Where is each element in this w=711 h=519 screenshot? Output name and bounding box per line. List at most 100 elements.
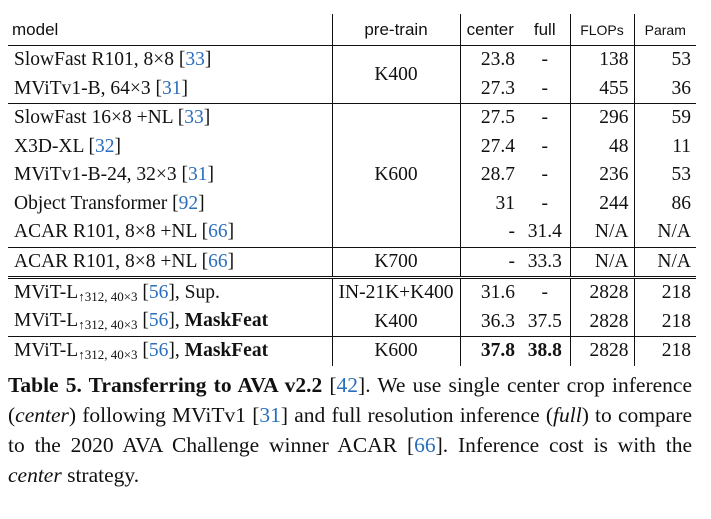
param-cell: 36 [633,74,696,104]
text-segment: 66 [208,250,228,272]
text-segment: [ [137,339,149,361]
text-segment: 31 [161,77,182,99]
text-segment: center [15,402,69,427]
pretrain-cell: IN-21K+K400 [331,276,460,308]
table-row: MViT-L↑312, 40×3 [56], MaskFeat K600 37.8 3… [8,336,696,366]
text-segment: ], [168,310,185,332]
text-segment: ] and full resolution inference ( [280,402,554,427]
full-cell: 37.5 [527,310,562,332]
table-row: MViTv1-B, 64×3 [31] 27.3-455 36 [8,74,696,104]
center-cell: 27.5 [459,103,520,133]
table-row: MViT-L↑312, 40×3 [56], MaskFeat K400 36.3 3… [8,307,696,337]
text-segment: MViTv1-B, 64×3 [ [14,77,162,99]
full-cell: 33.3 [520,246,570,278]
center-cell: 27.3 [459,74,520,104]
text-segment: center [8,462,62,487]
full-cell: - [541,77,549,99]
text-segment: ] [227,250,235,272]
text-segment: 33 [184,107,204,129]
param-cell: 86 [633,189,696,218]
text-segment: ) following MViTv1 [ [68,402,260,427]
column-header: Param [633,14,696,46]
model-cell: MViTv1-B-24, 32×3 [31] [8,161,332,190]
text-segment: MaskFeat [184,339,269,361]
pretrain-cell: K600 [331,336,460,366]
model-cell: SlowFast R101, 8×8 [33] [8,45,332,75]
full-cell: - [541,192,549,214]
flops-cell: 2828 [569,307,634,337]
row-group: SlowFast R101, 8×8 [33] K400 23.8-138 53 MVi… [8,45,696,104]
model-cell: ACAR R101, 8×8 +NL [66] [8,218,332,247]
text-segment: full [553,402,582,427]
param-cell: 59 [633,103,696,133]
text-segment: ] [227,221,235,243]
full-cell: - [520,103,570,133]
text-segment: X3D-XL [ [14,135,96,157]
table-row: ACAR R101, 8×8 +NL [66] -31.4 N/A N/A [8,218,696,247]
caption: Table 5. Transferring to AVA v2.2 [42]. … [8,370,692,490]
text-segment: [ [137,281,149,303]
text-segment: ] [198,192,205,214]
pretrain-cell: K600 [331,103,460,247]
center-cell: 37.8 [459,336,520,366]
model-cell: X3D-XL [32] [8,133,332,162]
text-segment: ]. We use single center crop inference ( [8,372,692,427]
column-header: full [520,14,570,46]
center-cell: 28.7 [459,161,520,190]
text-segment: Object Transformer [ [14,192,179,214]
text-segment: ] [203,107,211,129]
pretrain-cell: K400 [331,307,460,337]
text-segment: ACAR R101, 8×8 +NL [ [14,221,209,243]
param-cell: 11 [633,132,696,161]
text-segment: 33 [185,49,205,71]
text-segment: 56 [148,310,169,332]
center-cell: - [459,218,520,247]
header-row: model pre-train center full FLOPs Param [8,14,696,46]
pretrain-cell: K400 [331,45,460,104]
text-segment: SlowFast 16×8 +NL [ [14,107,185,129]
param-cell: N/A [633,246,696,278]
model-cell: MViT-L↑312, 40×3 [56], MaskFeat [8,308,332,337]
model-cell: Object Transformer [92] [8,190,332,219]
full-cell: - [541,135,549,157]
table-row: Object Transformer [92] 31-244 86 [8,189,696,219]
table-row: SlowFast R101, 8×8 [33] K400 23.8-138 53 [8,45,696,104]
table-row: SlowFast 16×8 +NL [33] K600 27.5-296 59 [8,103,696,247]
full-cell: - [520,45,570,75]
table-row: MViT-L↑312, 40×3 [56], Sup. IN-21K+K400 31… [8,276,696,308]
text-segment: ]. Inference cost is with the [435,432,693,457]
column-header: pre-train [331,14,460,46]
row-group: ACAR R101, 8×8 +NL [66] K700-33.3 N/A N/A [8,246,696,278]
model-cell: MViTv1-B, 64×3 [31] [8,75,332,104]
text-segment: 66 [414,432,436,457]
param-cell: 53 [633,45,696,75]
text-segment: 31 [187,164,208,186]
flops-cell: 138 [569,45,634,75]
model-cell: MViT-L↑312, 40×3 [56], MaskFeat [8,336,332,366]
center-cell: - [459,246,520,278]
table-row: X3D-XL [32] 27.4-48 11 [8,132,696,162]
text-segment: MViT-L [14,281,79,303]
text-segment: 56 [148,281,169,303]
text-segment: Transferring to AVA v2.2 [88,372,323,397]
row-group: MViT-L↑312, 40×3 [56], MaskFeat K600 37.8 3… [8,336,696,366]
text-segment: MViT-L [14,310,79,332]
table-row: MViTv1-B-24, 32×3 [31] 28.7-236 53 [8,161,696,190]
text-segment: MViT-L [14,339,79,361]
text-segment: 56 [148,339,169,361]
text-segment: ) to compare to the 2020 AVA Challenge w… [8,402,692,457]
model-cell: SlowFast 16×8 +NL [33] [8,103,332,133]
text-segment: ] [181,77,188,99]
table-figure: model pre-train center full FLOPs Param SlowF… [8,14,696,490]
text-segment: MaskFeat [184,310,269,332]
text-segment: [ [322,372,337,397]
text-segment: SlowFast R101, 8×8 [ [14,49,186,71]
row-group: MViT-L↑312, 40×3 [56], Sup. IN-21K+K400 31… [8,276,696,337]
row-group: SlowFast 16×8 +NL [33] K600 27.5-296 59 X3D-… [8,103,696,247]
flops-cell: 2828 [569,336,634,366]
text-segment: 66 [208,221,228,243]
full-cell: - [520,276,570,308]
text-segment: 42 [336,372,359,397]
full-cell: - [541,164,549,186]
